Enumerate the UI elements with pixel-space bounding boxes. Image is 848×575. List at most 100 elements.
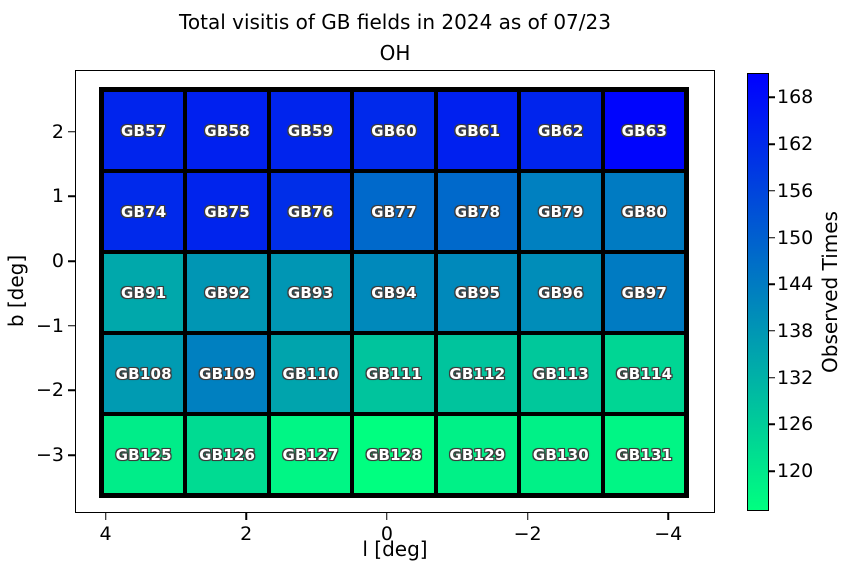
cell-label: GB59 xyxy=(287,121,334,140)
plot-area: GB57 GB58 GB59 GB60 GB61 GB62 GB63 GB74 GB75 GB76… xyxy=(36,70,715,545)
heatmap-cell-GB125: GB125 xyxy=(102,414,186,495)
cell-label: GB113 xyxy=(532,364,589,383)
cell-label: GB110 xyxy=(282,364,339,383)
cell-label: GB97 xyxy=(621,283,667,302)
colorbar-tick-mark xyxy=(768,190,775,192)
x-tick-mark xyxy=(386,512,388,520)
heatmap-cell-GB60: GB60 xyxy=(352,90,436,171)
heatmap-cell-GB130: GB130 xyxy=(519,414,603,495)
heatmap-cell-GB97: GB97 xyxy=(602,252,686,333)
heatmap-cell-GB108: GB108 xyxy=(102,333,186,414)
colorbar-label: Observed Times xyxy=(818,211,842,373)
x-tick-mark xyxy=(245,512,247,520)
heatmap-cell-GB94: GB94 xyxy=(352,252,436,333)
colorbar-tick-mark xyxy=(768,236,775,239)
y-tick-label: −1 xyxy=(35,314,64,337)
colorbar-tick-label: 132 xyxy=(777,366,814,389)
heatmap-cell-GB126: GB126 xyxy=(185,414,269,495)
x-tick-label: −4 xyxy=(654,523,683,545)
cell-label: GB74 xyxy=(121,202,167,221)
cell-label: GB128 xyxy=(365,445,423,464)
chart-title-line2: OH xyxy=(379,41,411,65)
cell-label: GB96 xyxy=(538,283,584,302)
colorbar-tick-label: 138 xyxy=(777,319,814,342)
cell-label: GB125 xyxy=(115,445,172,464)
cell-label: GB95 xyxy=(454,283,501,302)
cell-label: GB129 xyxy=(449,445,506,464)
heatmap-cell-GB112: GB112 xyxy=(435,333,520,414)
heatmap-cell-GB75: GB75 xyxy=(185,171,269,252)
colorbar-tick-mark xyxy=(768,376,775,379)
x-tick-mark xyxy=(667,512,670,520)
y-tick-mark xyxy=(68,325,76,327)
chart-title-line1: Total visitis of GB fields in 2024 as of… xyxy=(179,10,611,34)
x-tick-label: −2 xyxy=(513,523,542,545)
cell-label: GB80 xyxy=(621,202,667,221)
heatmap-cell-GB92: GB92 xyxy=(185,252,269,333)
heatmap-cell-GB96: GB96 xyxy=(519,252,603,333)
x-tick-label: 4 xyxy=(99,523,112,545)
heatmap-cell-GB109: GB109 xyxy=(185,333,269,414)
colorbar-tick-label: 126 xyxy=(777,413,814,436)
heatmap-cell-GB113: GB113 xyxy=(519,333,603,414)
cell-label: GB60 xyxy=(371,121,417,140)
heatmap-cell-GB111: GB111 xyxy=(352,333,436,414)
cell-label: GB91 xyxy=(121,283,167,302)
cell-label: GB58 xyxy=(204,121,250,140)
heatmap-cell-GB91: GB91 xyxy=(102,252,186,333)
cell-label: GB127 xyxy=(282,445,339,464)
heatmap-cell-GB110: GB110 xyxy=(268,333,353,414)
y-tick-label: 1 xyxy=(51,185,64,208)
heatmap-cell-GB78: GB78 xyxy=(435,171,520,252)
cell-label: GB108 xyxy=(115,364,172,383)
heatmap-cell-GB76: GB76 xyxy=(268,171,353,252)
cell-label: GB76 xyxy=(287,202,334,221)
y-tick-mark xyxy=(68,195,76,198)
cell-label: GB77 xyxy=(371,202,417,221)
colorbar-tick-label: 162 xyxy=(777,133,814,156)
heatmap-cell-GB63: GB63 xyxy=(602,90,686,171)
cell-label: GB62 xyxy=(538,121,584,140)
heatmap-cell-GB61: GB61 xyxy=(435,90,520,171)
x-axis-label: l [deg] xyxy=(362,537,428,561)
colorbar-tick-label: 144 xyxy=(777,273,814,296)
colorbar-tick-mark xyxy=(768,470,775,472)
cell-label: GB94 xyxy=(371,283,417,302)
colorbar-tick-label: 120 xyxy=(777,460,814,483)
colorbar: 168 162 156 150 144 138 132 126 120 xyxy=(747,73,813,511)
cell-label: GB63 xyxy=(621,121,667,140)
cell-label: GB109 xyxy=(199,364,256,383)
heatmap-cell-GB80: GB80 xyxy=(602,171,686,252)
heatmap-cell-GB128: GB128 xyxy=(352,414,436,495)
cell-label: GB114 xyxy=(616,364,673,383)
heatmap-cell-GB95: GB95 xyxy=(435,252,520,333)
y-tick-label: 0 xyxy=(51,250,64,273)
cell-label: GB130 xyxy=(532,445,589,464)
heatmap-cell-GB59: GB59 xyxy=(268,90,353,171)
heatmap-cell-GB129: GB129 xyxy=(435,414,520,495)
heatmap-cell-GB74: GB74 xyxy=(102,171,186,252)
x-tick-mark xyxy=(526,512,529,520)
cell-label: GB79 xyxy=(538,202,584,221)
cell-label: GB92 xyxy=(204,283,250,302)
y-tick-mark xyxy=(68,454,76,456)
colorbar-tick-label: 168 xyxy=(777,86,814,109)
y-tick-mark xyxy=(68,131,76,133)
cell-label: GB112 xyxy=(449,364,506,383)
x-tick-label: 2 xyxy=(240,523,253,545)
cell-label: GB93 xyxy=(287,283,334,302)
colorbar-tick-label: 156 xyxy=(777,179,814,202)
colorbar-tick-label: 150 xyxy=(777,226,814,249)
heatmap-cell-GB114: GB114 xyxy=(602,333,686,414)
colorbar-tick-mark xyxy=(768,283,775,285)
cell-label: GB126 xyxy=(199,445,256,464)
heatmap-cell-GB93: GB93 xyxy=(268,252,353,333)
y-tick-mark xyxy=(68,260,76,262)
y-tick-label: 2 xyxy=(51,120,64,143)
cell-label: GB78 xyxy=(454,202,501,221)
x-tick-label: 0 xyxy=(380,523,393,545)
y-tick-mark xyxy=(68,389,76,392)
heatmap-cell-GB127: GB127 xyxy=(268,414,353,495)
heatmap-cell-GB79: GB79 xyxy=(519,171,603,252)
